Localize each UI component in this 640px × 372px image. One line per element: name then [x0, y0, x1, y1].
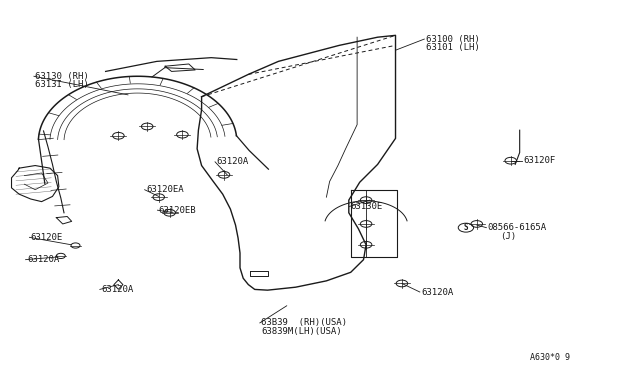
- Text: 63120EB: 63120EB: [159, 206, 196, 215]
- Text: 63120E: 63120E: [31, 233, 63, 242]
- Text: 63120A: 63120A: [101, 285, 133, 294]
- Text: 63120A: 63120A: [216, 157, 248, 166]
- Text: 63120A: 63120A: [421, 288, 453, 296]
- Text: A630*0 9: A630*0 9: [530, 353, 570, 362]
- Text: (J): (J): [500, 232, 516, 241]
- Text: 63101 (LH): 63101 (LH): [426, 43, 479, 52]
- Text: 6313I (LH): 6313I (LH): [35, 80, 89, 89]
- Text: 63100 (RH): 63100 (RH): [426, 35, 479, 44]
- Text: 63130E: 63130E: [351, 202, 383, 211]
- Text: 08566-6165A: 08566-6165A: [488, 223, 547, 232]
- Text: 63B39  (RH)(USA): 63B39 (RH)(USA): [261, 318, 347, 327]
- Text: S: S: [463, 223, 468, 232]
- Circle shape: [56, 253, 65, 259]
- Text: 63130 (RH): 63130 (RH): [35, 72, 89, 81]
- Text: 63120F: 63120F: [524, 156, 556, 165]
- Text: 63120A: 63120A: [27, 255, 59, 264]
- Circle shape: [71, 243, 80, 248]
- Text: 63839M(LH)(USA): 63839M(LH)(USA): [261, 327, 342, 336]
- Text: 63120EA: 63120EA: [146, 185, 184, 194]
